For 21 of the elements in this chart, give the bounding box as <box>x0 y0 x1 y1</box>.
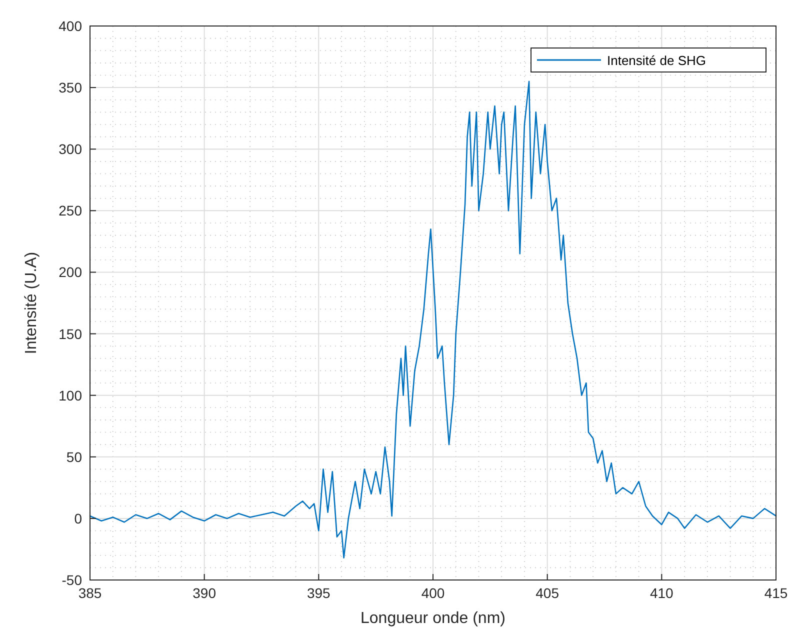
x-tick-label: 390 <box>192 585 216 601</box>
legend-label: Intensité de SHG <box>607 53 706 68</box>
y-tick-label: 250 <box>58 202 82 219</box>
y-tick-label: 0 <box>74 510 82 526</box>
y-tick-label: 350 <box>58 80 82 96</box>
x-tick-label: 400 <box>421 585 445 601</box>
y-tick-label: 200 <box>58 264 82 280</box>
x-tick-label: 405 <box>536 585 560 601</box>
y-tick-label: 300 <box>58 141 82 158</box>
x-tick-label: 415 <box>764 585 788 601</box>
y-tick-label: 50 <box>66 448 82 465</box>
y-tick-label: 150 <box>58 326 82 342</box>
y-tick-label: -50 <box>62 572 82 588</box>
line-series <box>89 80 777 558</box>
y-axis-title: Intensité (U.A) <box>23 252 40 354</box>
x-tick-label: 385 <box>78 585 102 601</box>
x-tick-label: 395 <box>306 585 331 601</box>
y-tick-label: 100 <box>58 387 82 404</box>
x-axis-title: Longueur onde (nm) <box>360 610 506 627</box>
x-tick-label: 410 <box>650 585 674 601</box>
y-tick-label: 400 <box>58 18 82 34</box>
